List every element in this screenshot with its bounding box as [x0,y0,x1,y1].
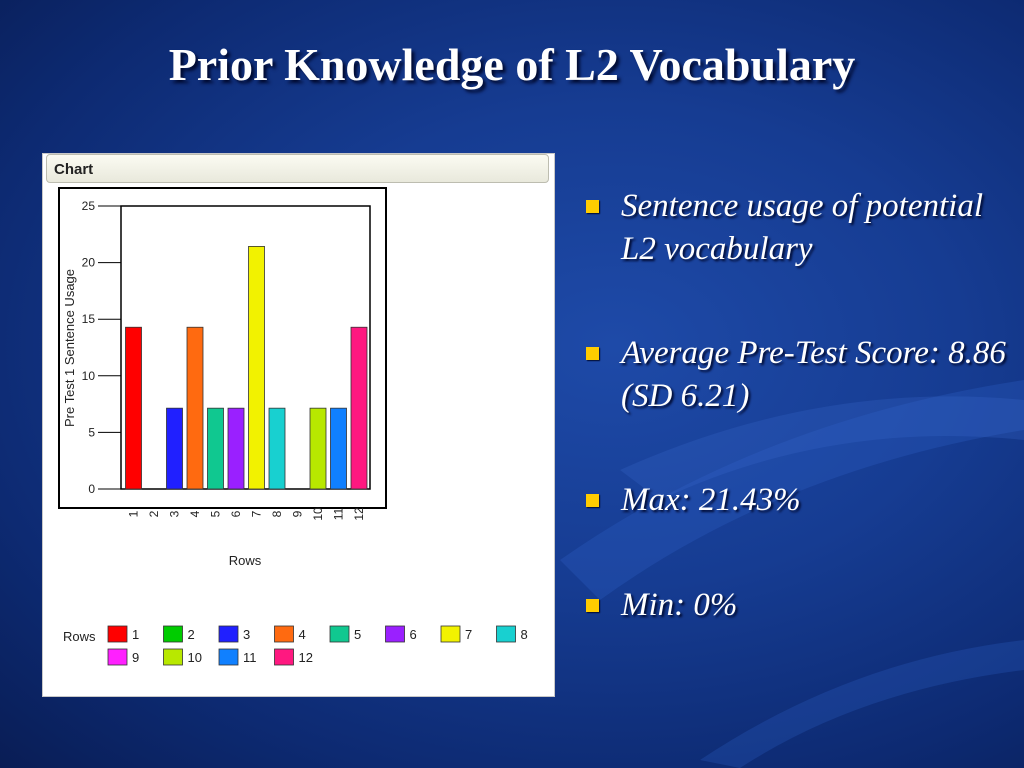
bar-5 [207,407,224,490]
bullet-text: Average Pre-Test Score: 8.86 (SD 6.21) [621,335,1006,414]
legend-swatch-12 [274,648,294,666]
x-axis-label: Rows [229,553,262,568]
legend-label: 1 [132,627,139,642]
x-tick-label: 2 [147,510,161,517]
bullet-square-icon [586,347,599,360]
legend-swatch-9 [107,648,128,666]
legend-label: 4 [299,627,306,642]
legend-swatch-8 [496,625,516,643]
bullet-text: Max: 21.43% [621,482,801,518]
x-tick-label: 5 [209,510,223,517]
x-tick-label: 1 [127,510,141,517]
plot-area [120,205,371,490]
bullet-square-icon [586,599,599,612]
bullet-square-icon [586,200,599,213]
chart-panel: Chart 0 5 10 15 20 25 Pre Test 1 Sentence Usag… [42,153,555,697]
legend-swatch-1 [107,625,128,643]
y-tick-label: 25 [82,199,96,213]
legend-swatch-2 [163,625,183,643]
bar-8 [268,407,286,490]
chart-panel-header: Chart [46,154,549,183]
bar-7 [248,246,265,490]
x-tick-label: 6 [229,510,243,517]
y-tick-label: 10 [82,369,96,383]
x-tick-label: 3 [168,510,182,517]
legend-swatch-4 [274,625,294,643]
bullet-item: Min: 0% [583,584,1023,627]
legend-label: 3 [243,627,250,642]
bar-10 [309,407,327,490]
bullet-item: Average Pre-Test Score: 8.86 (SD 6.21) [583,332,1023,418]
legend-label: 9 [132,650,139,665]
bullet-square-icon [586,494,599,507]
legend-label: 7 [465,627,472,642]
legend-label: 8 [521,627,528,642]
bar-6 [227,407,245,490]
y-axis-label: Pre Test 1 Sentence Usage [62,269,77,427]
bar-1 [125,326,142,490]
legend-swatch-10 [163,648,183,666]
y-tick-label: 0 [88,482,95,496]
bar-11 [330,407,347,490]
y-tick-label: 20 [82,256,96,270]
x-tick-label: 11 [332,507,346,520]
bullet-list: Sentence usage of potential L2 vocabular… [583,185,1023,627]
legend-swatch-3 [218,625,239,643]
legend-label: 10 [188,650,202,665]
x-tick-label: 9 [291,510,305,517]
x-tick-label: 7 [250,510,264,517]
slide-title: Prior Knowledge of L2 Vocabulary [168,39,856,90]
legend-swatch-7 [440,625,461,643]
bar-3 [166,407,183,490]
legend-label: 6 [410,627,417,642]
x-tick-label: 12 [352,507,366,521]
y-tick-label: 5 [88,425,95,439]
legend-label: 12 [299,650,313,665]
legend-swatch-6 [385,625,405,643]
legend-title: Rows [63,629,96,644]
y-tick-label: 15 [82,312,96,326]
bullet-text: Sentence usage of potential L2 vocabular… [621,188,983,267]
bullet-text: Min: 0% [621,587,738,623]
legend-label: 5 [354,627,361,642]
bullet-item: Max: 21.43% [583,479,1023,522]
x-tick-label: 8 [270,510,284,517]
legend-swatch-11 [218,648,239,666]
legend-swatch-5 [329,625,350,643]
x-tick-label: 4 [188,510,202,517]
bar-12 [350,326,368,490]
bar-4 [186,326,204,490]
bullet-item: Sentence usage of potential L2 vocabular… [583,185,1023,271]
legend-label: 2 [188,627,195,642]
x-tick-label: 10 [311,507,325,521]
legend-label: 11 [243,650,257,665]
